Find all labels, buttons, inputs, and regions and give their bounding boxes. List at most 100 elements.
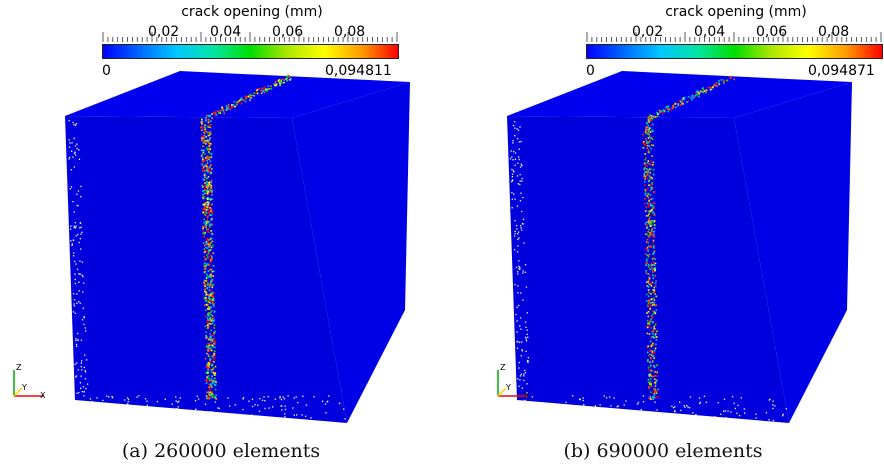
- edge-speckle: [80, 185, 82, 188]
- edge-speckle: [526, 329, 528, 331]
- crack-speckle: [650, 144, 653, 146]
- crack-speckle: [210, 338, 212, 340]
- crack-speckle: [207, 155, 209, 158]
- crack-speckle: [208, 286, 211, 288]
- crack-speckle: [652, 398, 654, 400]
- crack-speckle: [222, 110, 225, 112]
- edge-speckle: [522, 270, 524, 272]
- edge-speckle: [603, 395, 605, 397]
- edge-speckle: [541, 405, 544, 408]
- edge-speckle: [296, 414, 298, 416]
- crack-speckle: [648, 218, 650, 220]
- crack-speckle: [702, 87, 704, 89]
- crack-speckle: [204, 141, 207, 144]
- crack-speckle: [645, 253, 647, 256]
- crack-speckle: [649, 320, 652, 323]
- edge-speckle: [613, 397, 615, 399]
- edge-speckle: [516, 341, 518, 343]
- colorbar-tick-label: 0,06: [756, 24, 788, 40]
- crack-speckle: [647, 214, 649, 217]
- crack-speckle: [650, 220, 652, 222]
- crack-speckle: [279, 81, 282, 84]
- edge-speckle: [527, 361, 529, 363]
- edge-speckle: [514, 164, 516, 167]
- crack-speckle: [650, 319, 652, 322]
- crack-speckle: [206, 192, 208, 195]
- crack-speckle: [205, 114, 208, 117]
- crack-speckle: [203, 290, 206, 293]
- crack-speckle: [650, 117, 653, 120]
- crack-speckle: [651, 227, 654, 230]
- crack-speckle: [202, 178, 204, 181]
- crack-speckle: [644, 248, 647, 250]
- edge-speckle: [511, 180, 514, 182]
- crack-speckle: [207, 342, 209, 345]
- edge-speckle: [561, 416, 563, 418]
- edge-speckle: [649, 396, 652, 398]
- crack-speckle: [647, 169, 649, 171]
- crack-speckle: [650, 147, 652, 150]
- crack-speckle: [209, 126, 212, 129]
- crack-speckle: [205, 174, 207, 177]
- edge-speckle: [78, 301, 80, 303]
- crack-speckle: [648, 121, 650, 123]
- crack-speckle: [206, 201, 208, 204]
- edge-speckle: [537, 415, 539, 417]
- edge-speckle: [520, 140, 522, 143]
- crack-speckle: [649, 282, 651, 285]
- edge-speckle: [102, 399, 104, 402]
- crack-speckle: [210, 290, 212, 292]
- crack-speckle: [205, 293, 208, 296]
- crack-speckle: [652, 310, 655, 312]
- crack-speckle: [202, 121, 204, 124]
- crack-speckle: [204, 189, 206, 192]
- crack-speckle: [653, 230, 655, 233]
- crack-speckle: [651, 129, 654, 132]
- crack-speckle: [208, 338, 210, 341]
- crack-speckle: [210, 156, 213, 158]
- crack-speckle: [705, 90, 708, 92]
- edge-speckle: [515, 313, 517, 316]
- colorbar-max-label: 0,094811: [325, 63, 392, 79]
- crack-speckle: [651, 234, 654, 237]
- edge-speckle: [78, 290, 80, 292]
- edge-speckle: [79, 238, 82, 240]
- edge-speckle: [79, 302, 81, 304]
- crack-speckle: [652, 277, 655, 279]
- edge-speckle: [582, 399, 584, 402]
- crack-speckle: [204, 173, 206, 176]
- crack-speckle: [207, 202, 210, 205]
- edge-speckle: [73, 252, 75, 254]
- crack-speckle: [648, 300, 650, 302]
- edge-speckle: [75, 123, 78, 125]
- crack-speckle: [225, 107, 228, 109]
- edge-speckle: [524, 369, 526, 372]
- crack-speckle: [212, 395, 214, 398]
- crack-speckle: [282, 82, 284, 84]
- edge-speckle: [514, 219, 516, 222]
- crack-speckle: [213, 352, 216, 355]
- crack-speckle: [204, 262, 206, 264]
- edge-speckle: [77, 339, 79, 342]
- edge-speckle: [699, 401, 702, 404]
- crack-speckle: [212, 297, 215, 300]
- crack-speckle: [649, 211, 651, 213]
- crack-speckle: [207, 249, 210, 251]
- crack-speckle: [205, 298, 208, 301]
- crack-speckle: [654, 347, 657, 350]
- crack-speckle: [648, 141, 651, 143]
- crack-speckle: [650, 160, 653, 163]
- edge-speckle: [574, 406, 576, 408]
- crack-speckle: [211, 291, 214, 294]
- crack-speckle: [208, 347, 211, 349]
- crack-speckle: [648, 204, 650, 207]
- edge-speckle: [642, 395, 645, 397]
- crack-speckle: [650, 198, 653, 201]
- edge-speckle: [637, 401, 640, 404]
- crack-speckle: [261, 87, 264, 89]
- crack-speckle: [205, 258, 208, 260]
- edge-speckle: [343, 408, 345, 410]
- crack-speckle: [203, 264, 206, 267]
- crack-speckle: [201, 153, 203, 156]
- crack-speckle: [214, 384, 217, 387]
